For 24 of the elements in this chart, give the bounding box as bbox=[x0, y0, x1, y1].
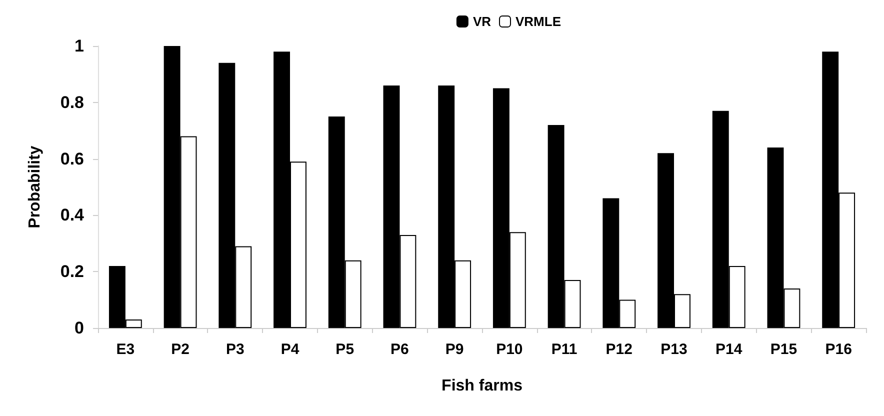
y-axis-title: Probability bbox=[26, 146, 44, 228]
x-tick-label: P5 bbox=[336, 341, 354, 358]
legend-label: VR bbox=[472, 14, 492, 29]
y-tick-label: 0.2 bbox=[60, 262, 84, 282]
legend-label: VRMLE bbox=[516, 14, 562, 29]
x-tick-label: P15 bbox=[770, 341, 798, 358]
y-tick-label: 0.6 bbox=[60, 149, 84, 168]
x-tick-label: P12 bbox=[606, 341, 632, 358]
x-tick-label: P10 bbox=[496, 341, 523, 358]
x-tick-label: P4 bbox=[280, 341, 300, 358]
x-tick-label: P9 bbox=[445, 341, 464, 358]
x-tick-label: P6 bbox=[390, 341, 409, 358]
x-tick-label: E3 bbox=[116, 341, 135, 358]
y-tick-label: 0.4 bbox=[60, 206, 85, 225]
x-axis-title: Fish farms bbox=[442, 378, 523, 394]
x-tick-label: P13 bbox=[660, 341, 688, 358]
y-tick-label: 0 bbox=[74, 318, 84, 338]
x-tick-label: P14 bbox=[716, 341, 743, 358]
x-tick-label: P2 bbox=[171, 341, 190, 358]
x-tick-label: P16 bbox=[825, 341, 852, 358]
x-tick-label: P11 bbox=[551, 341, 578, 358]
y-tick-label: 0.8 bbox=[60, 92, 84, 112]
x-tick-label: P3 bbox=[226, 341, 244, 358]
y-tick-label: 1 bbox=[74, 36, 84, 56]
